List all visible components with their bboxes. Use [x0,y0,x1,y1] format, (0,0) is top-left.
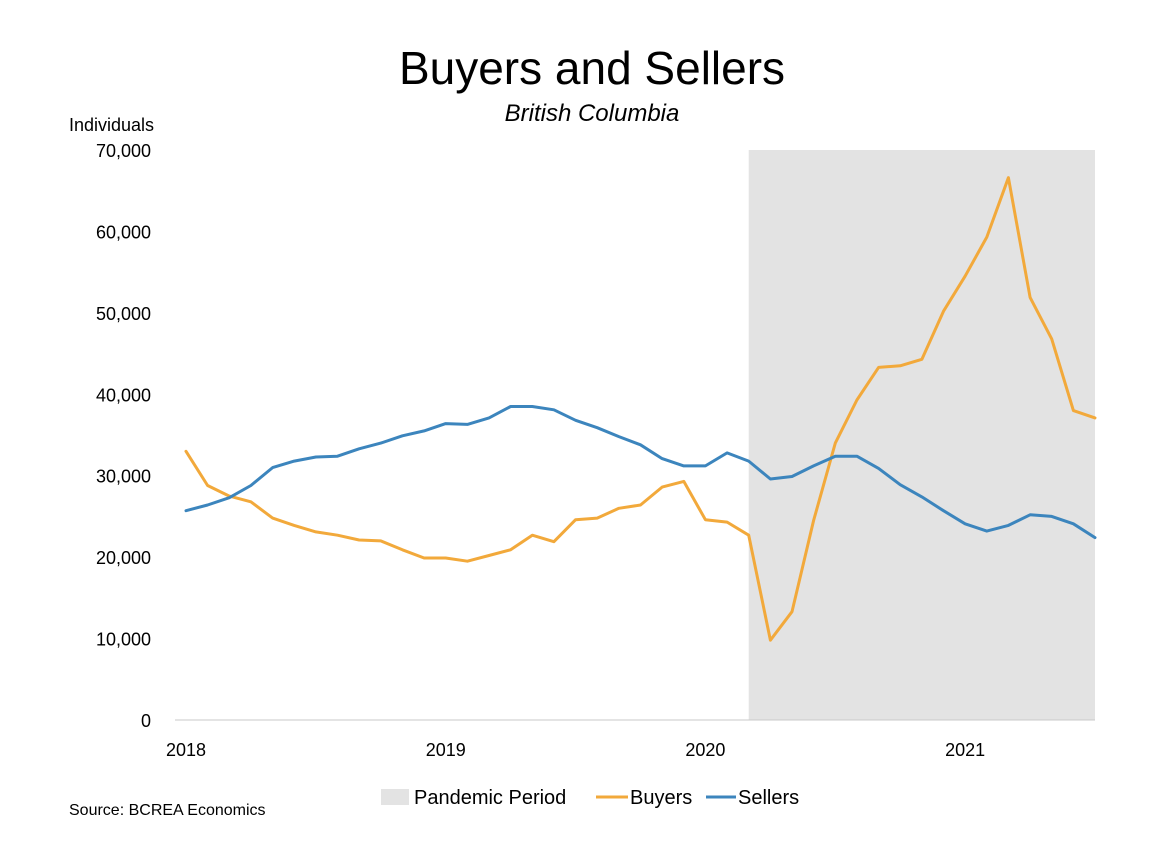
legend-label-sellers: Sellers [738,787,799,809]
y-tick-label: 70,000 [96,141,151,161]
x-tick-label: 2020 [685,740,725,760]
shaded-region-pandemic-period [748,150,1095,720]
legend-label-pandemic-period: Pandemic Period [414,787,566,809]
x-tick-label: 2019 [426,740,466,760]
legend-label-buyers: Buyers [630,787,692,809]
series-line-sellers [184,405,1097,540]
x-tick-labels: 2018 2019 2020 2021 [166,740,985,760]
legend-swatch-pandemic-period [381,789,409,805]
x-tick-label: 2021 [945,740,985,760]
shaded-region-layer [748,150,1095,720]
source-note: Source: BCREA Economics [69,802,266,819]
y-tick-labels: 0 10,000 20,000 30,000 40,000 50,000 60,000 70,… [96,141,151,731]
chart-subtitle: British Columbia [505,100,680,127]
y-tick-label: 20,000 [96,548,151,568]
y-tick-label: 10,000 [96,630,151,650]
x-tick-label: 2018 [166,740,206,760]
y-tick-label: 50,000 [96,304,151,324]
y-axis-label: Individuals [69,115,154,135]
legend: Pandemic Period Buyers Sellers [381,787,799,809]
y-tick-label: 40,000 [96,385,151,405]
y-tick-label: 60,000 [96,222,151,242]
series-layer [184,176,1097,642]
series-line-buyers [184,176,1097,642]
chart-title: Buyers and Sellers [399,42,785,94]
y-tick-label: 0 [141,711,151,731]
y-tick-label: 30,000 [96,467,151,487]
